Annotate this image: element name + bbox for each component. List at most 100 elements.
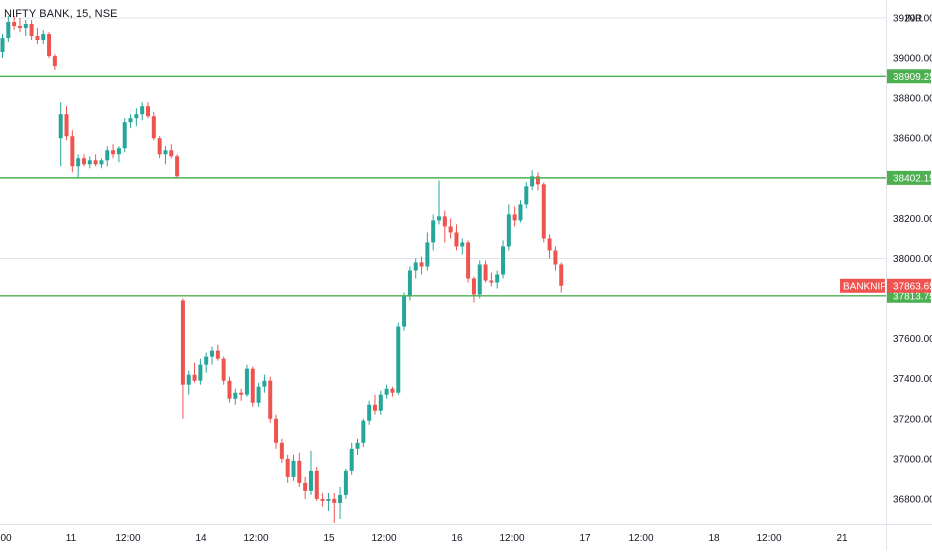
candle (471, 276, 476, 303)
candle-body (372, 404, 377, 411)
candle-body (303, 482, 308, 491)
candle-body (501, 246, 506, 275)
y-tick-label: 37400.00 (893, 374, 932, 385)
candle-body (297, 460, 302, 483)
candle-body (134, 114, 139, 119)
symbol-tag-label: BANKNIFTY (843, 281, 899, 292)
y-tick-label: 38200.00 (893, 214, 932, 225)
symbol-tag (840, 278, 885, 293)
candle-body (204, 356, 209, 365)
candle (210, 346, 215, 365)
candle-body (361, 420, 366, 443)
candle-body (396, 326, 401, 393)
candle-body (285, 458, 290, 477)
candle-body (70, 136, 75, 167)
candle-body (163, 150, 168, 155)
candle (396, 322, 401, 395)
candle (198, 358, 203, 385)
candle-body (506, 214, 511, 247)
candle (541, 182, 546, 243)
candle-body (169, 150, 174, 157)
x-tick-label: 15 (323, 533, 335, 544)
candle-body (471, 278, 476, 295)
candle-body (41, 34, 46, 41)
candle-body (180, 300, 185, 385)
candle (70, 130, 75, 173)
candle (547, 234, 552, 259)
candle-body (419, 262, 424, 267)
candle (489, 272, 494, 287)
candle (530, 170, 535, 191)
candle (262, 374, 267, 393)
candle-body (192, 374, 197, 381)
candle (349, 442, 354, 475)
candle-body (186, 374, 191, 385)
candle (559, 262, 564, 293)
candle-body (402, 296, 407, 327)
candle-body (151, 116, 156, 139)
candle (157, 136, 162, 159)
candle-body (483, 264, 488, 281)
candle-body (268, 380, 273, 419)
candle (285, 454, 290, 483)
candle (204, 352, 209, 373)
candle-body (559, 264, 564, 286)
candle (76, 154, 81, 179)
candle-body (518, 204, 523, 221)
candle-body (314, 470, 319, 499)
x-tick-label: 18 (708, 533, 720, 544)
y-tick-label: 38000.00 (893, 254, 932, 265)
level-price-label: 37813.75 (893, 291, 932, 302)
candle (215, 344, 220, 361)
candle (279, 438, 284, 463)
candle-body (355, 442, 360, 449)
candle-body (541, 184, 546, 239)
candle (105, 146, 110, 167)
grid-layer (0, 17, 886, 259)
last-price-tag (887, 278, 931, 293)
candle (151, 112, 156, 141)
candle-body (12, 22, 17, 27)
candle (6, 16, 11, 43)
candle-body (116, 148, 121, 155)
candle-body (175, 156, 180, 177)
candle (221, 356, 226, 385)
candle (99, 158, 104, 169)
candle (361, 418, 366, 447)
candle (227, 376, 232, 403)
candle-body (128, 118, 133, 123)
candle-body (58, 114, 63, 139)
candle (244, 364, 249, 397)
candle (47, 32, 52, 59)
candle (437, 180, 441, 225)
candle (297, 452, 302, 487)
candle-body (553, 250, 558, 265)
candle (250, 366, 255, 407)
x-tick-label: 12:00 (499, 533, 524, 544)
candle (460, 238, 465, 255)
candle-body (233, 392, 238, 399)
candle-body (477, 264, 482, 295)
candle (553, 246, 558, 271)
x-tick-label: 11 (66, 533, 77, 544)
candle (448, 218, 453, 239)
candle-body (338, 494, 343, 503)
y-tick-label: 39200.00 (893, 14, 932, 25)
candle (495, 270, 500, 289)
candle (419, 256, 424, 275)
candle-body (93, 160, 98, 165)
candle (163, 146, 168, 165)
candle (256, 382, 261, 407)
candle-body (442, 216, 447, 227)
candle (122, 118, 127, 153)
candle (303, 476, 308, 499)
candle-body (239, 392, 244, 395)
candle (407, 266, 412, 301)
candle-body (17, 26, 22, 29)
candle (146, 102, 150, 119)
levels-layer (0, 75, 886, 297)
candle-body (524, 186, 529, 205)
candle-body (157, 138, 162, 155)
